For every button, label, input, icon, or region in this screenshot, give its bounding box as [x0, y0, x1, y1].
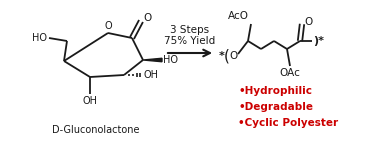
Text: OAc: OAc: [280, 68, 300, 78]
Text: )*: )*: [313, 36, 324, 46]
Text: *: *: [219, 51, 225, 61]
Text: D-Gluconolactone: D-Gluconolactone: [52, 125, 140, 135]
Text: O: O: [143, 13, 151, 23]
Text: OH: OH: [82, 96, 97, 106]
Text: •Cyclic Polyester: •Cyclic Polyester: [238, 118, 338, 128]
Text: O: O: [104, 21, 112, 31]
Text: AcO: AcO: [228, 11, 249, 21]
Text: O: O: [230, 51, 238, 61]
Text: HO: HO: [32, 33, 47, 43]
Polygon shape: [143, 58, 162, 62]
Text: •Hydrophilic: •Hydrophilic: [238, 86, 312, 96]
Text: O: O: [304, 17, 312, 27]
Text: 3 Steps: 3 Steps: [170, 25, 209, 35]
Text: •Degradable: •Degradable: [238, 102, 313, 112]
Text: (: (: [224, 49, 230, 63]
Text: HO: HO: [163, 55, 178, 65]
Text: 75% Yield: 75% Yield: [164, 36, 215, 46]
Text: OH: OH: [143, 70, 158, 80]
